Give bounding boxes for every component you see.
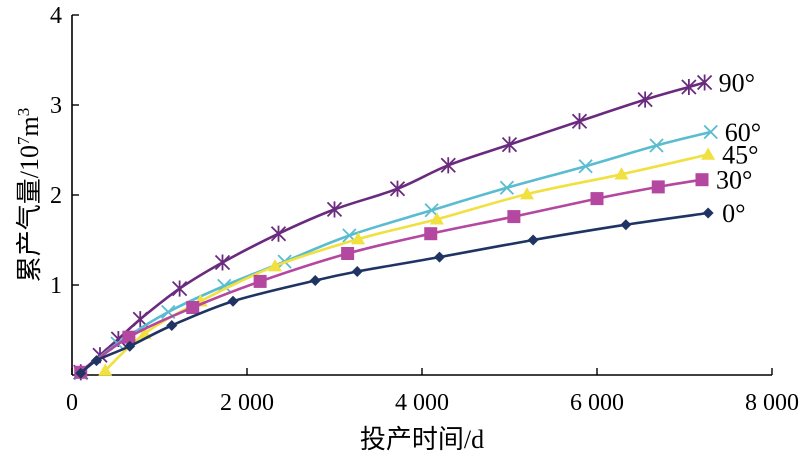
y-tick-label: 3	[50, 93, 62, 119]
data-point-90deg	[501, 136, 518, 153]
series-line-60deg	[79, 130, 713, 375]
y-axis-title-mid: m	[15, 116, 44, 136]
data-point-30deg	[651, 180, 665, 194]
y-axis-title-prefix: 累产气量/10	[15, 145, 44, 282]
series-0deg	[75, 207, 714, 379]
x-ticks: 0 2 000 4 000 6 000 8 000	[66, 368, 799, 416]
data-point-90deg	[681, 78, 697, 96]
x-tick-label: 2 000	[220, 390, 274, 416]
data-point-0deg	[309, 275, 321, 286]
y-axis-title: 累产气量/107m3	[14, 108, 44, 282]
data-point-0deg	[702, 207, 714, 219]
data-point-30deg	[186, 301, 200, 314]
y-ticks: 1 2 3 4	[50, 3, 79, 299]
data-point-30deg	[424, 227, 438, 241]
data-point-90deg	[440, 157, 456, 174]
series-label-30deg: 30°	[716, 166, 752, 195]
data-point-90deg	[132, 311, 148, 328]
data-point-30deg	[253, 274, 267, 288]
data-point-60deg	[703, 124, 718, 140]
data-point-60deg	[578, 159, 593, 174]
data-point-45deg	[614, 167, 629, 180]
data-point-0deg	[227, 295, 239, 307]
data-point-0deg	[527, 234, 539, 246]
data-point-45deg	[520, 187, 534, 200]
data-point-90deg	[637, 91, 653, 108]
x-tick-label: 4 000	[395, 390, 449, 416]
series-group	[73, 74, 718, 381]
data-point-90deg	[214, 254, 231, 271]
data-point-45deg	[429, 212, 444, 225]
data-point-60deg	[649, 138, 664, 153]
series-60deg	[73, 124, 718, 381]
data-point-90deg	[171, 280, 188, 297]
data-point-45deg	[268, 259, 282, 272]
y-axis-title-sup1: 7	[14, 136, 33, 145]
data-point-0deg	[166, 320, 178, 331]
data-point-45deg	[351, 232, 366, 245]
data-point-45deg	[98, 363, 113, 376]
data-point-30deg	[590, 192, 604, 206]
x-tick-label: 6 000	[570, 390, 624, 416]
y-tick-label: 2	[50, 183, 62, 209]
y-tick-label: 1	[50, 273, 62, 299]
x-axis-title: 投产时间/d	[360, 425, 484, 454]
data-point-90deg	[389, 180, 406, 197]
data-point-90deg	[571, 113, 588, 130]
data-point-30deg	[695, 173, 709, 187]
data-point-30deg	[341, 247, 355, 260]
data-point-90deg	[696, 74, 713, 91]
series-label-0deg: 0°	[722, 199, 745, 228]
y-tick-label: 4	[50, 3, 62, 29]
series-label-90deg: 90°	[719, 69, 755, 98]
data-point-0deg	[434, 251, 445, 263]
series-label-60deg: 60°	[725, 118, 761, 147]
series-30deg	[74, 173, 709, 379]
data-point-0deg	[75, 367, 87, 379]
data-point-0deg	[91, 355, 102, 367]
data-point-30deg	[122, 330, 136, 344]
data-point-0deg	[124, 340, 136, 352]
data-point-30deg	[507, 210, 521, 224]
data-point-60deg	[499, 180, 515, 195]
data-point-0deg	[620, 219, 632, 231]
x-tick-label: 0	[66, 390, 78, 416]
data-point-90deg	[270, 225, 287, 242]
x-tick-label: 8 000	[745, 390, 799, 416]
series-line-30deg	[79, 178, 704, 374]
series-label-45deg: 45°	[722, 141, 758, 170]
y-axis-title-sup2: 3	[14, 108, 33, 117]
series-labels: 90° 60°45°30° 0°	[716, 69, 761, 229]
data-point-90deg	[326, 201, 343, 218]
axes	[71, 15, 772, 376]
data-point-45deg	[701, 147, 716, 160]
data-point-0deg	[351, 266, 363, 277]
